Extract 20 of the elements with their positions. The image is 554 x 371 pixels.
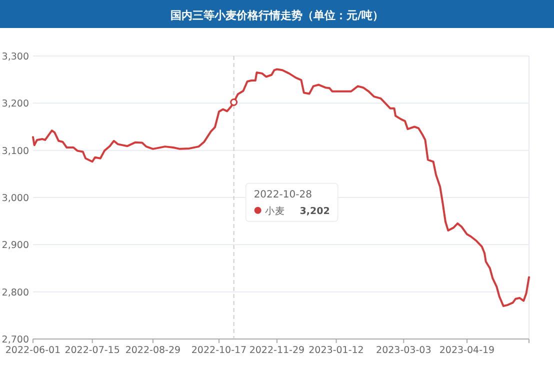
legend-label: 小麦	[264, 204, 285, 217]
x-tick-label: 2023-04-19	[439, 345, 495, 356]
x-tick-label: 2022-08-29	[125, 345, 181, 356]
line-series	[32, 68, 530, 307]
x-tick-label: 2022-10-17	[191, 345, 247, 356]
y-tick-label: 3,300	[2, 52, 29, 62]
x-tick-label: 2022-07-15	[64, 345, 120, 356]
y-tick-label: 3,100	[2, 146, 29, 157]
y-tick-label: 3,000	[2, 193, 29, 204]
annotation: 3,202	[300, 206, 330, 217]
y-tick-label: 2,800	[2, 287, 29, 298]
x-tick-label: 2023-03-03	[376, 345, 432, 356]
y-tick-label: 3,200	[2, 98, 29, 110]
chart-title: 国内三等小麦价格行情走势（单位：元/吨）	[170, 9, 384, 22]
x-tick-label: 2022-11-29	[249, 345, 305, 356]
y-tick-label: 2,700	[2, 334, 29, 346]
x-tick-label: 2023-01-12	[308, 345, 364, 356]
x-tick-label: 2022-06-01	[5, 345, 61, 356]
y-tick-label: 2,900	[2, 240, 29, 252]
ref-line-label: 2022-10-28	[254, 189, 312, 200]
